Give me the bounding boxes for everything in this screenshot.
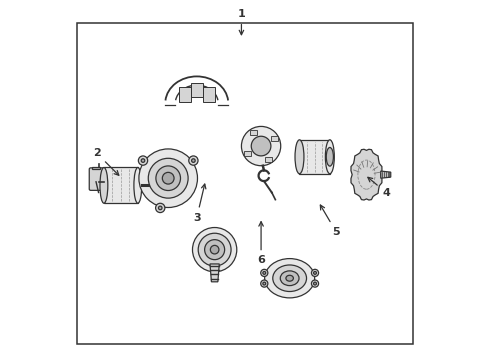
Circle shape xyxy=(156,166,180,190)
Circle shape xyxy=(312,269,318,276)
Ellipse shape xyxy=(326,148,333,166)
Circle shape xyxy=(261,269,268,276)
Circle shape xyxy=(263,282,266,285)
Bar xyxy=(250,130,257,135)
Circle shape xyxy=(242,126,281,166)
Circle shape xyxy=(139,149,197,207)
Circle shape xyxy=(156,203,165,212)
Circle shape xyxy=(312,280,318,287)
Text: 5: 5 xyxy=(320,205,340,237)
Polygon shape xyxy=(210,264,220,282)
Circle shape xyxy=(189,156,198,165)
Bar xyxy=(93,167,100,169)
Circle shape xyxy=(141,159,145,162)
Circle shape xyxy=(263,271,266,274)
Bar xyxy=(104,167,138,203)
Circle shape xyxy=(192,159,195,162)
Bar xyxy=(179,87,191,102)
Circle shape xyxy=(314,282,317,285)
Circle shape xyxy=(148,158,188,198)
Ellipse shape xyxy=(325,140,334,174)
Text: 2: 2 xyxy=(93,148,119,175)
Circle shape xyxy=(193,228,237,272)
Bar xyxy=(299,140,330,174)
Ellipse shape xyxy=(286,275,294,281)
Circle shape xyxy=(162,172,174,184)
Circle shape xyxy=(198,233,231,266)
Circle shape xyxy=(261,280,268,287)
Ellipse shape xyxy=(265,258,315,298)
FancyBboxPatch shape xyxy=(89,168,108,190)
Bar xyxy=(244,151,251,156)
Text: 4: 4 xyxy=(368,177,390,198)
Bar xyxy=(265,157,272,162)
Circle shape xyxy=(251,136,271,156)
Text: 6: 6 xyxy=(257,222,265,265)
Circle shape xyxy=(210,246,219,254)
Bar xyxy=(191,83,203,97)
Ellipse shape xyxy=(280,271,299,285)
Bar xyxy=(271,136,278,141)
Bar xyxy=(202,87,215,102)
Text: 1: 1 xyxy=(238,9,245,35)
Ellipse shape xyxy=(295,140,304,174)
Text: 3: 3 xyxy=(193,184,206,222)
Polygon shape xyxy=(381,171,391,178)
Polygon shape xyxy=(351,149,382,200)
Circle shape xyxy=(205,240,224,260)
Circle shape xyxy=(314,271,317,274)
Ellipse shape xyxy=(100,167,108,203)
Circle shape xyxy=(138,156,147,165)
Ellipse shape xyxy=(134,167,142,203)
Circle shape xyxy=(158,206,162,210)
Ellipse shape xyxy=(273,265,307,292)
